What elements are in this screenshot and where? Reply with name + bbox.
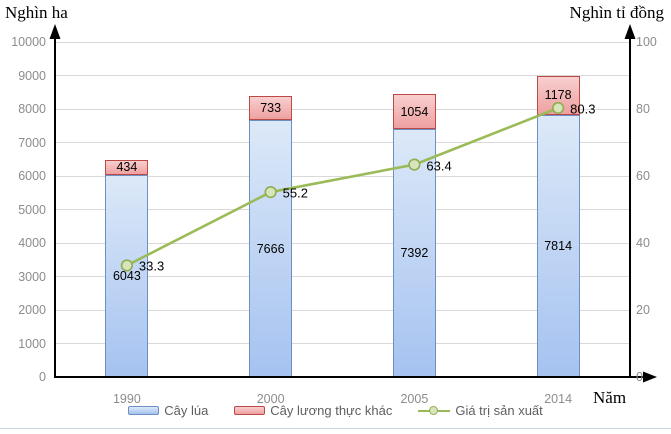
y-axis-right-tick-label: 80 bbox=[636, 102, 650, 116]
gridline bbox=[55, 41, 630, 43]
line-marker-swatch-icon bbox=[418, 405, 451, 417]
y-axis-left-tick-label: 5000 bbox=[18, 202, 46, 217]
line-point-value-label: 80.3 bbox=[570, 101, 596, 117]
right-axis-title: Nghìn tỉ đồng bbox=[569, 3, 664, 22]
bar-value-label-cay-lua: 7814 bbox=[544, 239, 573, 254]
bar-value-label-cay-luong-thuc-khac: 1054 bbox=[400, 104, 429, 119]
bar-swatch-red-icon bbox=[234, 406, 266, 415]
x-axis-category-label: 2014 bbox=[544, 392, 573, 406]
x-axis-category-label: 2005 bbox=[400, 392, 429, 406]
y-axis-left-tick-label: 7000 bbox=[18, 135, 46, 150]
y-axis-left-tick-label: 1000 bbox=[18, 336, 46, 351]
bar-value-label-cay-lua: 7666 bbox=[256, 241, 285, 256]
bar-value-label-cay-luong-thuc-khac: 733 bbox=[260, 100, 282, 115]
y-axis-left-tick-label: 8000 bbox=[18, 102, 46, 116]
legend-label-gia-tri-san-xuat: Giá trị sản xuất bbox=[455, 403, 543, 418]
gridline bbox=[55, 75, 630, 76]
legend-label-cay-luong-thuc-khac: Cây lương thực khác bbox=[270, 403, 393, 418]
bar-swatch-blue-icon bbox=[128, 406, 160, 415]
line-point-value-label: 63.4 bbox=[426, 158, 452, 174]
y-axis-left-tick-label: 3000 bbox=[18, 269, 46, 284]
chart-bottom-border bbox=[0, 428, 671, 429]
x-axis-title: Năm bbox=[593, 388, 627, 407]
bar-value-label-cay-lua: 6043 bbox=[112, 268, 141, 283]
legend: Cây lúa Cây lương thực khác Giá trị sản … bbox=[0, 403, 671, 418]
bar-value-label-cay-luong-thuc-khac: 1178 bbox=[544, 88, 572, 103]
line-point-value-label: 55.2 bbox=[282, 185, 308, 201]
y-axis-right-tick-label: 40 bbox=[636, 236, 650, 250]
y-axis-left-tick-label: 4000 bbox=[18, 236, 46, 250]
gridline bbox=[55, 276, 630, 277]
bar-value-label-cay-lua: 7392 bbox=[400, 246, 429, 261]
gridline bbox=[55, 343, 630, 344]
y-axis-right-tick-label: 0 bbox=[636, 370, 643, 384]
y-axis-left-tick-label: 2000 bbox=[18, 303, 46, 317]
y-axis-left-tick-label: 0 bbox=[39, 370, 46, 384]
y-axis-right-tick-label: 20 bbox=[636, 303, 650, 317]
y-axis-right-tick-label: 100 bbox=[636, 35, 657, 49]
bar-value-label-cay-luong-thuc-khac: 434 bbox=[116, 160, 138, 175]
legend-item-cay-lua: Cây lúa bbox=[128, 403, 208, 418]
y-axis-left-tick-label: 6000 bbox=[18, 169, 46, 183]
legend-label-cay-lua: Cây lúa bbox=[164, 403, 209, 418]
left-axis-title: Nghìn ha bbox=[5, 3, 68, 22]
y-axis-right-tick-label: 60 bbox=[636, 169, 650, 183]
x-axis-category-label: 2000 bbox=[256, 392, 285, 406]
gridline bbox=[55, 309, 630, 311]
legend-item-gia-tri-san-xuat: Giá trị sản xuất bbox=[418, 403, 543, 418]
legend-item-cay-luong-thuc-khac: Cây lương thực khác bbox=[234, 403, 392, 418]
y-axis-left-tick-label: 10000 bbox=[11, 35, 46, 49]
line-point-value-label: 33.3 bbox=[138, 258, 165, 274]
x-axis-category-label: 1990 bbox=[112, 392, 141, 406]
y-axis-left-tick-label: 9000 bbox=[18, 68, 46, 83]
